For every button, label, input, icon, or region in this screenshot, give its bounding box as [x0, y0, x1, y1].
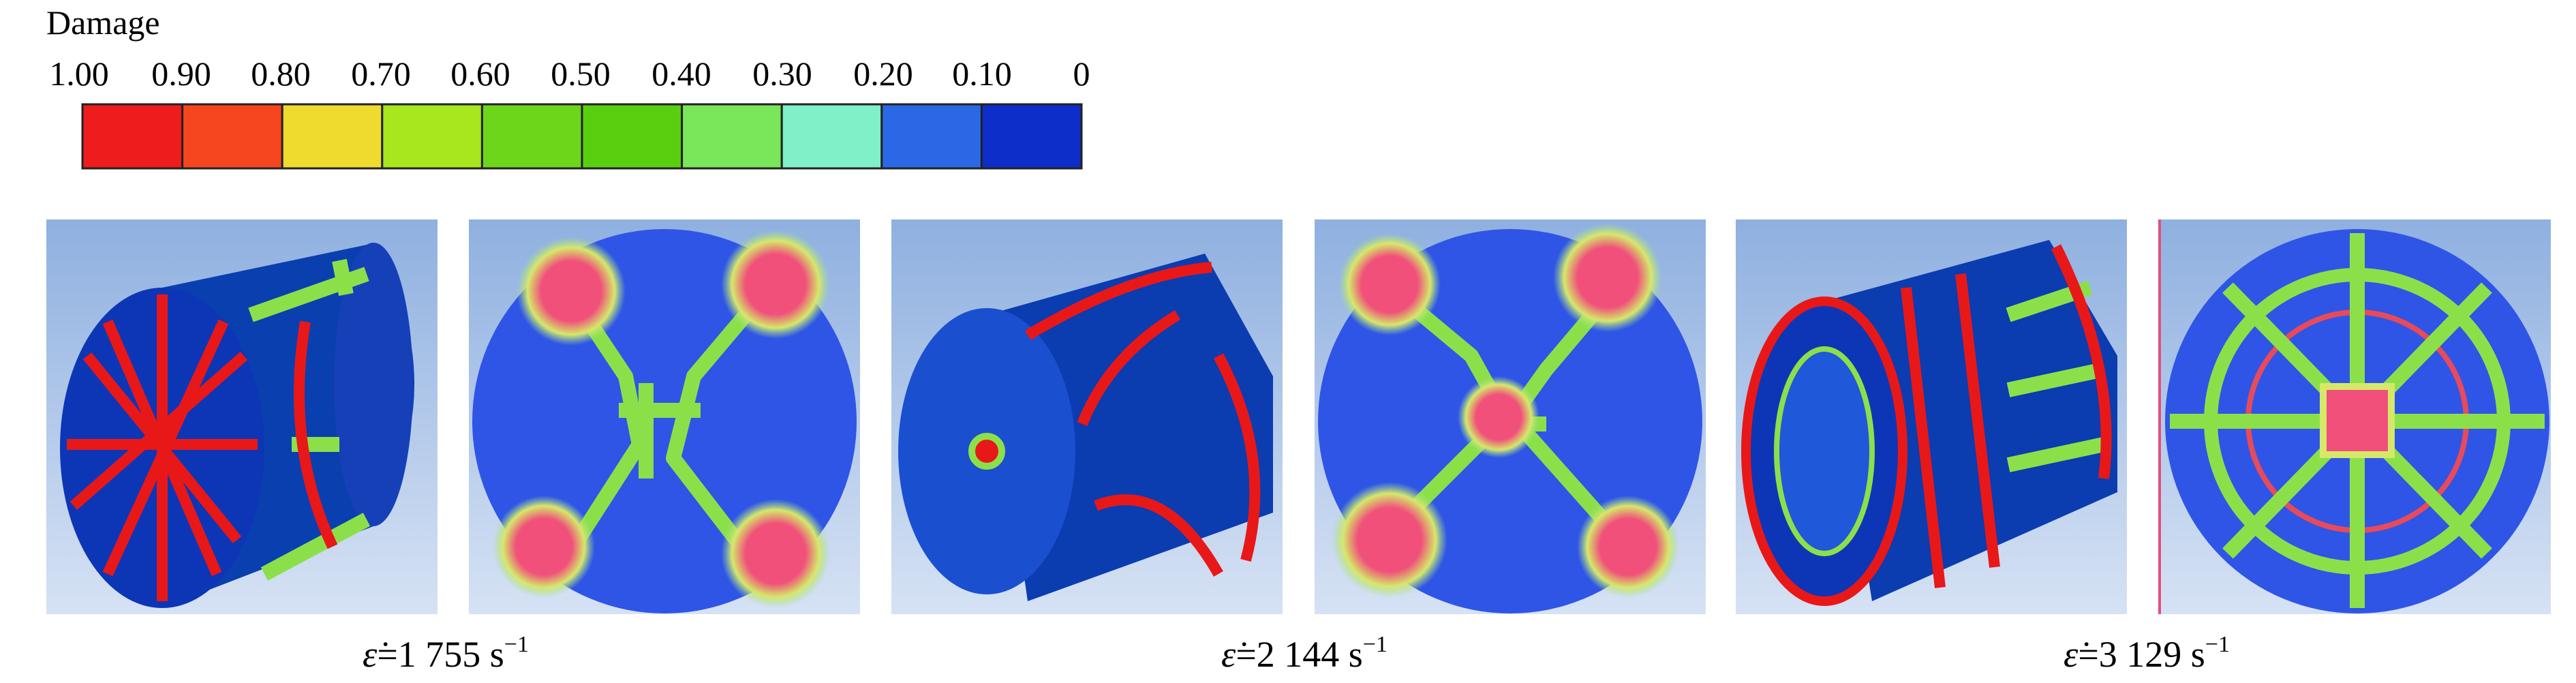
caption: ε̇=2 144 s−1 [1221, 632, 1387, 675]
panel-disk [2158, 219, 2551, 614]
legend-tick: 0.20 [853, 55, 913, 93]
panel-disk [1315, 219, 1706, 614]
panel-cylinder [46, 219, 438, 614]
legend-tick: 0.30 [752, 55, 812, 93]
caption-exponent: −1 [2205, 632, 2230, 657]
caption-text: =1 755 s [377, 634, 504, 675]
legend-tick: 1.00 [49, 55, 109, 93]
legend-tick: 0.80 [251, 55, 311, 93]
legend-tick: 0.90 [151, 55, 211, 93]
legend-tick: 0 [1073, 55, 1090, 93]
caption-text: =3 129 s [2078, 634, 2205, 675]
caption-text: =2 144 s [1236, 634, 1362, 675]
panel-cylinder [1736, 219, 2127, 614]
legend-tick: 0.50 [551, 55, 611, 93]
caption: ε̇=3 129 s−1 [2064, 632, 2230, 675]
legend-title: Damage [46, 3, 160, 42]
legend-tick: 0.10 [952, 55, 1012, 93]
legend-ticks: 1.00 0.90 0.80 0.70 0.60 0.50 0.40 0.30 … [49, 55, 1090, 93]
legend-tick: 0.40 [651, 55, 711, 93]
legend-tick: 0.70 [351, 55, 411, 93]
legend-tick: 0.60 [450, 55, 510, 93]
panel-disk [469, 219, 860, 614]
colorbar [81, 103, 1083, 170]
panel-cylinder [891, 219, 1283, 614]
caption-exponent: −1 [1363, 632, 1387, 657]
caption-exponent: −1 [504, 632, 529, 657]
caption: ε̇=1 755 s−1 [363, 632, 529, 675]
